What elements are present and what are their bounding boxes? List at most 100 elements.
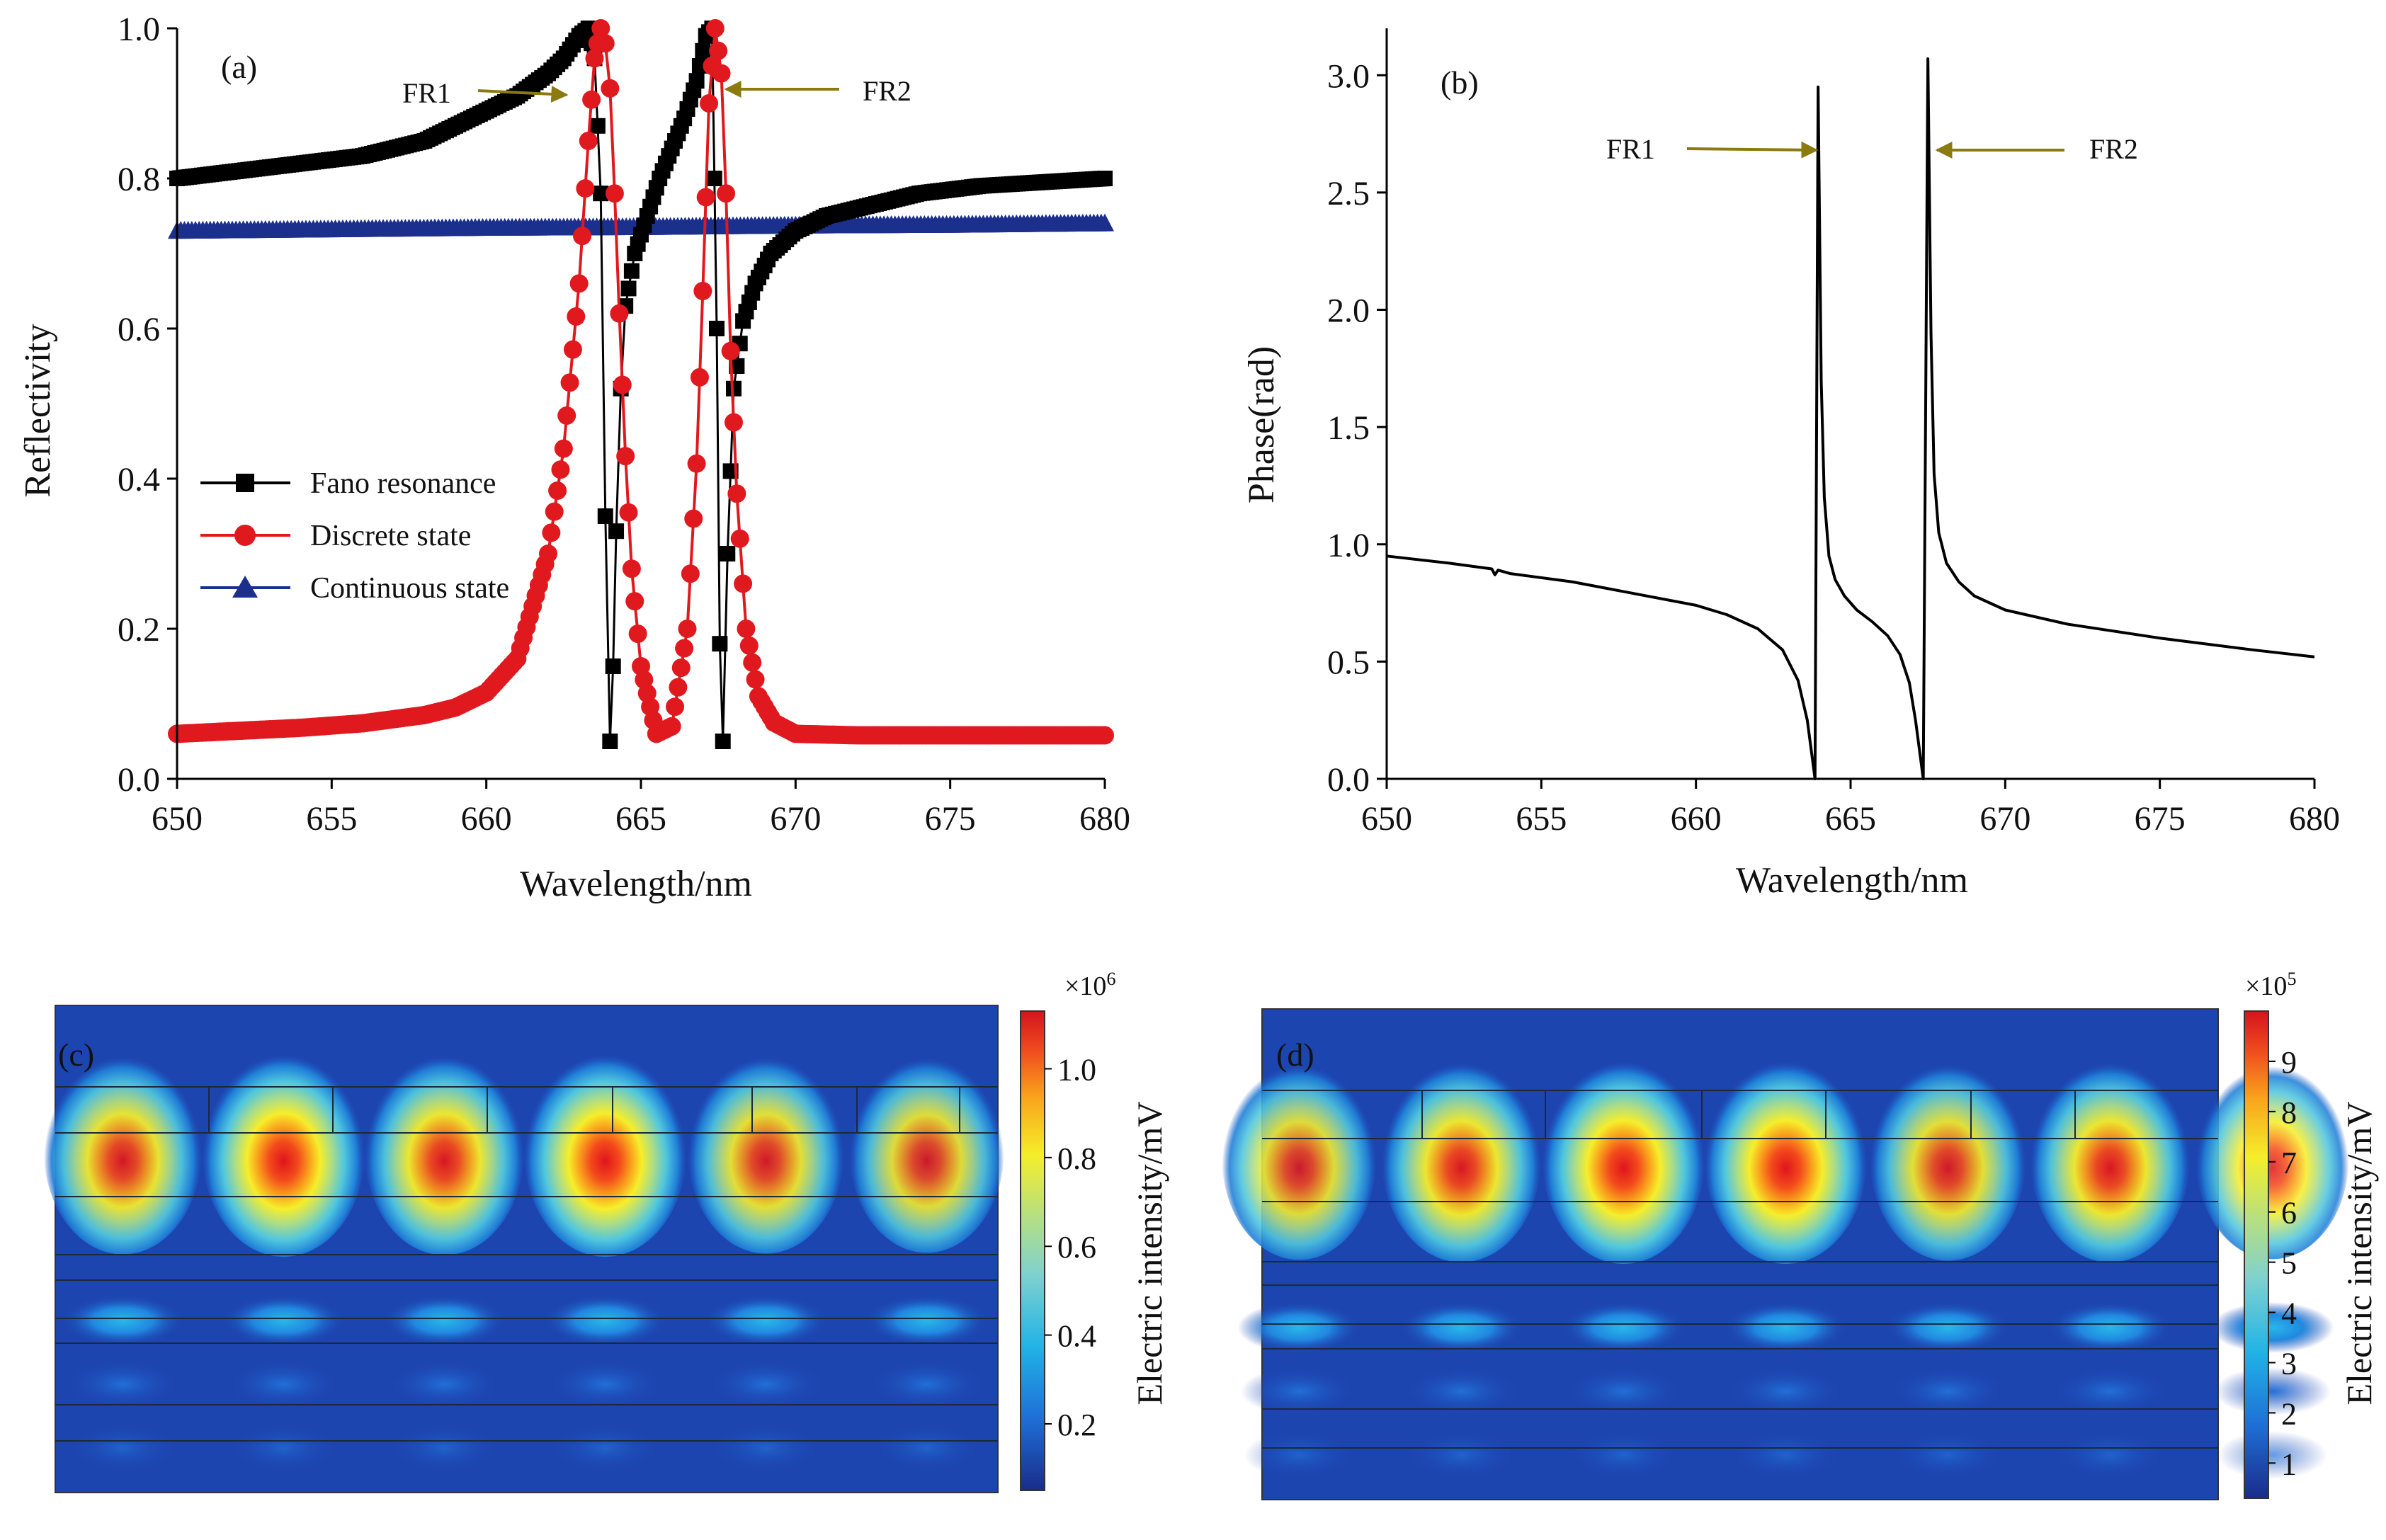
fr1-arrow-b xyxy=(1686,141,1819,159)
discrete-marker xyxy=(622,559,641,578)
fano-marker xyxy=(608,523,625,540)
field-lobe-1 xyxy=(62,1295,184,1346)
field-lobe-3 xyxy=(68,1424,178,1472)
discrete-marker xyxy=(610,304,629,323)
y-tick-label: 2.0 xyxy=(1327,292,1370,330)
fano-marker xyxy=(729,358,745,374)
discrete-marker xyxy=(539,544,557,563)
colorbar-tick-label: 0.2 xyxy=(1057,1408,1096,1442)
panel-a-ylabel: Reflectivity xyxy=(18,324,58,497)
panel-c-field-map: (c) 0.2 0.4 0.6 0.8 1.0 ×106 Electric intens… xyxy=(43,969,1169,1493)
field-lobe-2 xyxy=(2214,1367,2331,1415)
field-lobe-1 xyxy=(1886,1302,2010,1353)
x-tick-label: 680 xyxy=(1079,800,1130,838)
panel-b-xlabel: Wavelength/nm xyxy=(1736,860,1968,901)
colorbar-d-multiplier: ×105 xyxy=(2245,969,2296,1001)
field-lobe-1 xyxy=(865,1295,988,1346)
fano-marker xyxy=(593,186,609,202)
discrete-marker xyxy=(681,564,700,583)
discrete-marker xyxy=(1096,726,1114,745)
y-tick-label: 0.8 xyxy=(118,161,160,198)
panel-b-axes: 650 655 660 665 670 675 680 0.0 0.5 1.0 1.5 2.0 2.5 3… xyxy=(1327,28,2340,838)
field-lobe-2 xyxy=(1727,1367,1844,1415)
field-maximum xyxy=(1542,1051,1705,1264)
discrete-marker xyxy=(690,367,709,387)
field-lobe-2 xyxy=(1890,1367,2006,1415)
discrete-marker xyxy=(705,19,725,38)
x-tick-label: 655 xyxy=(1516,800,1567,838)
colorbar-d-label: Electric intensity/mV xyxy=(2339,1101,2379,1405)
field-lobe-3 xyxy=(711,1424,821,1472)
fr1-annotation-a: FR1 xyxy=(402,77,451,109)
continuous-state-series xyxy=(168,213,1114,239)
fr1-annotation-b: FR1 xyxy=(1606,133,1655,165)
field-maximum xyxy=(364,1046,525,1255)
panel-a-xlabel: Wavelength/nm xyxy=(520,864,752,904)
fano-marker xyxy=(605,658,621,674)
field-maximum xyxy=(2195,1056,2349,1260)
y-tick-label: 0.2 xyxy=(118,611,160,649)
discrete-marker xyxy=(613,375,632,394)
panel-a-axes: 650 655 660 665 670 675 680 0.0 0.2 0.4 0.6 0.8 1.0 xyxy=(118,11,1130,838)
discrete-marker xyxy=(560,373,579,392)
field-lobe-1 xyxy=(383,1295,506,1346)
discrete-marker xyxy=(542,523,561,542)
discrete-marker xyxy=(746,670,765,689)
field-maximum xyxy=(202,1044,365,1257)
continuous-marker xyxy=(1096,213,1114,232)
field-lobe-3 xyxy=(872,1424,982,1472)
discrete-marker xyxy=(730,529,749,548)
x-tick-label: 655 xyxy=(306,800,357,838)
x-tick-label: 660 xyxy=(461,800,512,838)
fano-marker xyxy=(602,734,618,749)
discrete-marker xyxy=(554,439,573,458)
panel-a-label: (a) xyxy=(221,49,257,85)
discrete-marker xyxy=(601,79,620,98)
colorbar-tick-label: 1.0 xyxy=(1057,1052,1096,1087)
field-lobe-3 xyxy=(229,1424,339,1472)
y-tick-label: 0.6 xyxy=(118,311,160,348)
colorbar-tick-label: 0.6 xyxy=(1057,1230,1096,1265)
fano-marker xyxy=(580,21,596,36)
field-lobe-2 xyxy=(1565,1367,1682,1415)
discrete-marker xyxy=(671,658,691,678)
field-lobe-2 xyxy=(1403,1367,1520,1415)
fano-marker xyxy=(623,263,640,279)
field-lobe-2 xyxy=(708,1360,824,1408)
colorbar-d xyxy=(2244,1010,2269,1499)
field-lobe-3 xyxy=(1730,1431,1841,1479)
field-lobe-3 xyxy=(1406,1431,1517,1479)
discrete-marker xyxy=(569,274,589,293)
legend-fano-label: Fano resonance xyxy=(310,467,496,500)
discrete-marker xyxy=(573,227,592,246)
x-tick-label: 675 xyxy=(2135,800,2186,838)
discrete-marker xyxy=(693,282,712,300)
discrete-marker xyxy=(696,188,715,207)
field-maximum xyxy=(43,1046,203,1255)
discrete-marker xyxy=(675,639,694,658)
discrete-marker xyxy=(557,406,576,425)
field-lobe-1 xyxy=(2048,1302,2172,1353)
y-tick-label: 0.5 xyxy=(1327,644,1370,681)
field-lobe-3 xyxy=(550,1424,660,1472)
discrete-marker xyxy=(721,341,740,360)
field-maximum xyxy=(1870,1054,2026,1261)
discrete-marker xyxy=(551,460,570,479)
discrete-marker xyxy=(582,90,601,109)
y-tick-label: 1.0 xyxy=(1327,527,1370,564)
discrete-marker xyxy=(616,447,635,466)
panel-a-legend: Fano resonance Discrete state Continuous… xyxy=(200,467,509,605)
fano-marker xyxy=(597,508,613,524)
field-lobe-2 xyxy=(2052,1367,2169,1415)
x-tick-label: 680 xyxy=(2289,800,2340,838)
discrete-marker xyxy=(628,624,647,644)
legend-discrete-label: Discrete state xyxy=(310,520,471,552)
discrete-marker xyxy=(743,653,762,672)
discrete-marker xyxy=(700,94,719,113)
discrete-marker xyxy=(619,503,638,522)
field-lobe-2 xyxy=(547,1360,664,1408)
discrete-marker xyxy=(567,307,586,326)
discrete-marker xyxy=(605,184,624,203)
panel-d-label: (d) xyxy=(1276,1037,1314,1073)
